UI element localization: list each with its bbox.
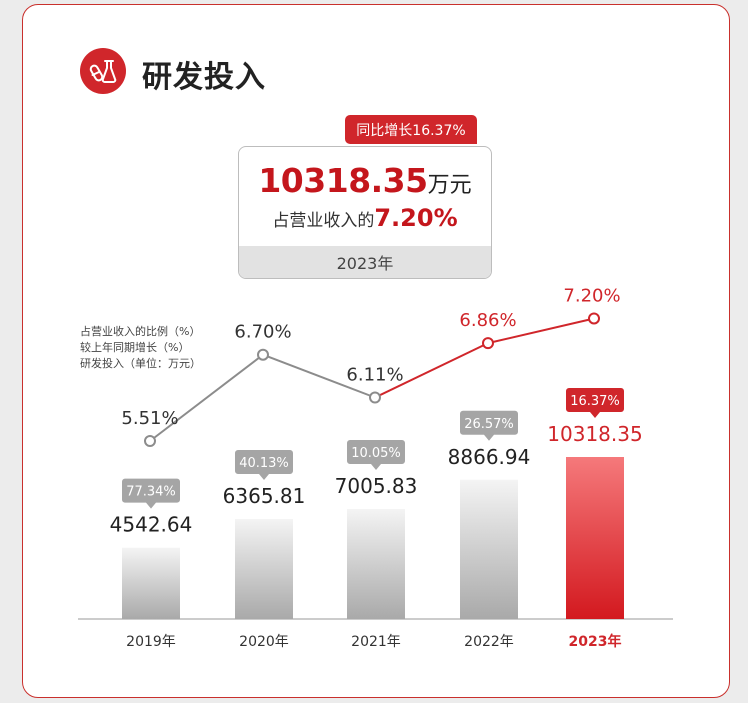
- bar-value-label: 4542.64: [110, 513, 193, 537]
- growth-badge: [122, 478, 180, 509]
- kpi-unit: 万元: [427, 173, 472, 198]
- ratio-point: [588, 312, 600, 325]
- growth-badge: [566, 388, 624, 419]
- x-tick-label: 2022年: [464, 634, 514, 650]
- kpi-main-row: 10318.35万元: [239, 161, 491, 200]
- ratio-point: [144, 435, 156, 447]
- bar-value-label: 7005.83: [335, 474, 418, 498]
- ratio-point: [257, 348, 269, 361]
- growth-badge: [235, 450, 293, 481]
- legend-item-growth: 较上年同期增长（%）: [80, 341, 190, 354]
- growth-label: 10.05%: [351, 446, 401, 461]
- bar-value-label: 6365.81: [223, 484, 306, 508]
- x-tick-label: 2021年: [351, 634, 401, 650]
- growth-label: 77.34%: [126, 485, 176, 500]
- ratio-line-segment: [149, 353, 264, 442]
- bar-2023年: [566, 457, 624, 619]
- lab-flask-icon: [80, 48, 126, 94]
- ratio-line-segment: [262, 353, 376, 399]
- growth-label: 26.57%: [464, 417, 514, 432]
- kpi-summary-box: 10318.35万元 占营业收入的7.20% 2023年: [238, 146, 492, 279]
- growth-badge: [347, 440, 405, 471]
- page-title: 研发投入: [142, 60, 266, 95]
- growth-label: 40.13%: [239, 456, 289, 471]
- legend-item-investment: 研发投入（单位：万元）: [80, 357, 201, 370]
- ratio-line-segment: [487, 317, 595, 345]
- growth-label: 16.37%: [570, 394, 620, 409]
- kpi-sub-row: 占营业收入的7.20%: [239, 204, 491, 232]
- kpi-year: 2023年: [239, 246, 491, 278]
- bar-2021年: [347, 509, 405, 619]
- bar-value-label: 10318.35: [547, 422, 642, 446]
- ratio-label: 6.70%: [234, 322, 291, 343]
- kpi-ratio: 7.20%: [374, 204, 458, 232]
- ratio-line-segment: [374, 342, 489, 399]
- x-tick-label: 2020年: [239, 634, 289, 650]
- yoy-growth-tag: 同比增长16.37%: [345, 115, 477, 144]
- legend-item-ratio: 占营业收入的比例（%）: [80, 325, 201, 338]
- bar-2019年: [122, 547, 180, 619]
- chart-legend: 占营业收入的比例（%） 较上年同期增长（%） 研发投入（单位：万元）: [80, 324, 201, 372]
- growth-badge: [460, 410, 518, 441]
- x-tick-label: 2023年: [569, 633, 622, 650]
- kpi-sub-text: 占营业收入的: [272, 211, 375, 231]
- ratio-point: [369, 391, 381, 404]
- bar-value-label: 8866.94: [448, 445, 531, 469]
- kpi-value: 10318.35: [258, 161, 428, 200]
- ratio-label: 6.11%: [346, 365, 403, 386]
- ratio-label: 5.51%: [121, 408, 178, 429]
- bar-2020年: [235, 519, 293, 619]
- bar-2022年: [460, 479, 518, 619]
- ratio-label: 7.20%: [563, 285, 620, 306]
- x-tick-label: 2019年: [126, 634, 176, 650]
- ratio-point: [482, 337, 494, 350]
- ratio-label: 6.86%: [459, 310, 516, 331]
